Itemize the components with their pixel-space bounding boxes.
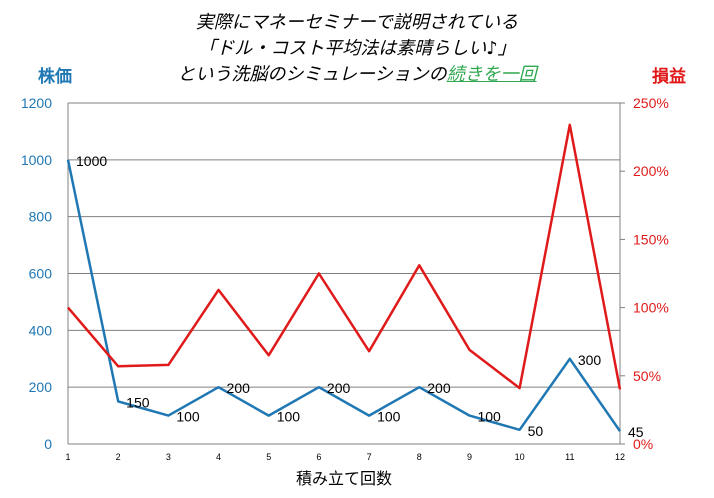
x-tick-label: 6 bbox=[316, 452, 321, 462]
title-line-3-text: という洗脳のシミュレーションの bbox=[177, 64, 447, 85]
x-tick-label: 12 bbox=[615, 452, 625, 462]
x-tick-label: 1 bbox=[65, 452, 70, 462]
title-line-2: 「ドル・コスト平均法は素晴らしい♪」 bbox=[198, 38, 516, 59]
x-tick-label: 4 bbox=[216, 452, 221, 462]
title-line-1: 実際にマネーセミナーで説明されている bbox=[195, 12, 519, 33]
left-axis-title: 株価 bbox=[38, 67, 72, 87]
x-tick-label: 8 bbox=[417, 452, 422, 462]
x-tick-label: 7 bbox=[367, 452, 372, 462]
right-tick-label: 200% bbox=[633, 163, 669, 179]
data-label: 45 bbox=[628, 424, 644, 440]
gain-series-line bbox=[67, 123, 622, 390]
x-tick-label: 2 bbox=[116, 452, 121, 462]
left-tick-label: 1000 bbox=[21, 152, 52, 168]
x-tick-label: 10 bbox=[515, 452, 525, 462]
right-axis-title: 損益 bbox=[652, 67, 686, 87]
left-tick-label: 200 bbox=[29, 379, 53, 395]
data-label: 1000 bbox=[76, 153, 107, 169]
title-line-3: という洗脳のシミュレーションの続きを一回 bbox=[0, 60, 714, 86]
right-tick-label: 250% bbox=[633, 95, 669, 111]
data-label: 100 bbox=[176, 409, 200, 425]
data-label: 300 bbox=[578, 352, 602, 368]
right-tick-label: 100% bbox=[633, 300, 669, 316]
right-tick-label: 150% bbox=[633, 231, 669, 247]
left-tick-label: 600 bbox=[29, 266, 53, 282]
x-tick-label: 5 bbox=[266, 452, 271, 462]
data-label: 100 bbox=[477, 409, 501, 425]
data-label: 100 bbox=[277, 409, 301, 425]
x-tick-label: 11 bbox=[565, 452, 574, 462]
right-tick-label: 0% bbox=[633, 436, 653, 452]
price-series-line bbox=[66, 159, 622, 432]
data-label: 150 bbox=[126, 394, 150, 410]
left-tick-label: 1200 bbox=[21, 95, 52, 111]
right-tick-label: 50% bbox=[633, 368, 661, 384]
data-label: 200 bbox=[427, 380, 451, 396]
left-tick-label: 400 bbox=[29, 322, 53, 338]
x-axis-title: 積み立て回数 bbox=[296, 469, 392, 488]
data-label: 200 bbox=[327, 380, 351, 396]
title-highlight: 続きを一回 bbox=[446, 64, 537, 85]
data-label: 50 bbox=[528, 423, 544, 439]
left-tick-label: 800 bbox=[29, 209, 53, 225]
data-label: 100 bbox=[377, 409, 401, 425]
x-tick-label: 3 bbox=[166, 452, 171, 462]
left-tick-label: 0 bbox=[44, 436, 52, 452]
data-label: 200 bbox=[227, 380, 251, 396]
x-tick-label: 9 bbox=[467, 452, 472, 462]
